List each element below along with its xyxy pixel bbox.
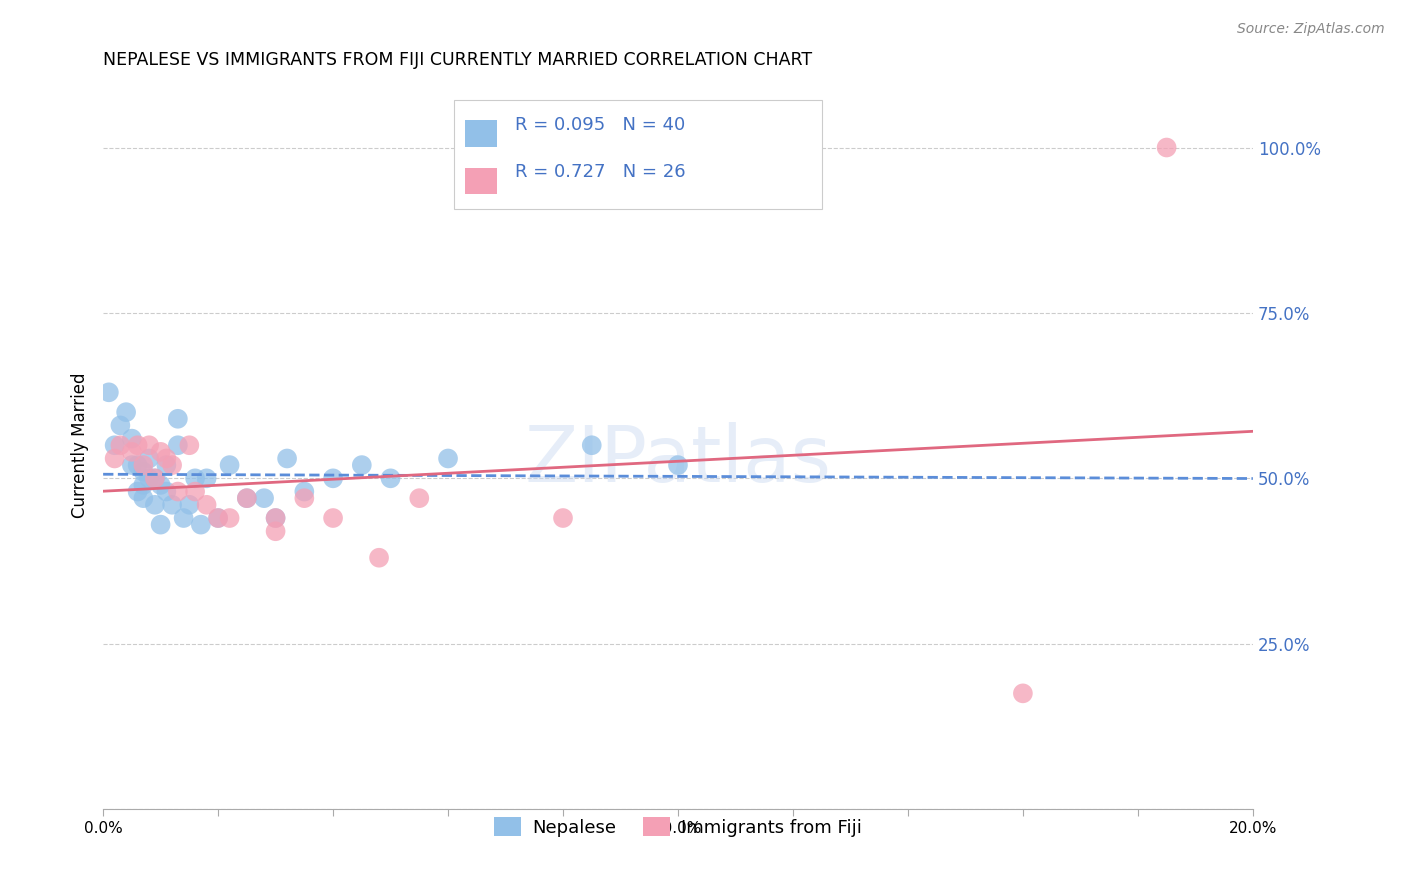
Point (149, 445, 172, 459)
Point (160, 458, 183, 472)
Point (408, 491, 430, 505)
Text: R = 0.095   N = 40: R = 0.095 N = 40 (515, 116, 685, 134)
Point (253, 491, 276, 505)
Point (110, 418, 132, 433)
Point (155, 458, 177, 472)
FancyBboxPatch shape (465, 120, 498, 147)
Point (115, 405, 138, 419)
Text: NEPALESE VS IMMIGRANTS FROM FIJI CURRENTLY MARRIED CORRELATION CHART: NEPALESE VS IMMIGRANTS FROM FIJI CURRENT… (103, 51, 813, 69)
Point (218, 511, 240, 525)
Point (179, 438, 201, 452)
Point (167, 438, 190, 452)
Point (368, 550, 391, 565)
Point (292, 484, 315, 499)
Point (167, 484, 190, 499)
Point (350, 458, 373, 472)
Point (276, 451, 298, 466)
Point (138, 471, 160, 485)
Point (190, 517, 212, 532)
FancyBboxPatch shape (465, 168, 498, 194)
Point (195, 471, 218, 485)
Point (236, 491, 259, 505)
Point (110, 438, 132, 452)
Point (155, 484, 177, 499)
Point (264, 511, 287, 525)
Point (264, 524, 287, 539)
Point (179, 498, 201, 512)
Point (184, 471, 207, 485)
Point (149, 517, 172, 532)
Point (437, 451, 460, 466)
Point (167, 411, 190, 425)
Point (138, 438, 160, 452)
Legend: Nepalese, Immigrants from Fiji: Nepalese, Immigrants from Fiji (486, 810, 869, 844)
Point (173, 511, 195, 525)
Point (121, 458, 143, 472)
Text: Source: ZipAtlas.com: Source: ZipAtlas.com (1237, 22, 1385, 37)
Text: ZIPatlas: ZIPatlas (524, 422, 831, 498)
Point (104, 438, 127, 452)
Point (149, 478, 172, 492)
Point (143, 471, 166, 485)
Point (236, 491, 259, 505)
Point (1156, 140, 1178, 154)
Point (322, 471, 344, 485)
Point (121, 445, 143, 459)
Point (121, 432, 143, 446)
Point (155, 451, 177, 466)
Point (264, 511, 287, 525)
Point (207, 511, 229, 525)
Point (104, 451, 127, 466)
Point (160, 498, 183, 512)
Point (143, 498, 166, 512)
Point (132, 491, 155, 505)
Point (292, 491, 315, 505)
Point (322, 511, 344, 525)
Point (132, 458, 155, 472)
Text: R = 0.727   N = 26: R = 0.727 N = 26 (515, 163, 685, 181)
Point (97, 385, 120, 400)
Point (207, 511, 229, 525)
Y-axis label: Currently Married: Currently Married (72, 373, 89, 518)
Point (218, 458, 240, 472)
Point (184, 484, 207, 499)
Point (132, 478, 155, 492)
Point (127, 438, 149, 452)
Point (127, 458, 149, 472)
Point (138, 451, 160, 466)
Point (1012, 686, 1035, 700)
Point (132, 465, 155, 479)
Point (143, 471, 166, 485)
Point (551, 511, 574, 525)
FancyBboxPatch shape (454, 100, 821, 209)
Point (380, 471, 402, 485)
Point (581, 438, 603, 452)
Point (666, 458, 689, 472)
Point (195, 498, 218, 512)
Point (127, 484, 149, 499)
